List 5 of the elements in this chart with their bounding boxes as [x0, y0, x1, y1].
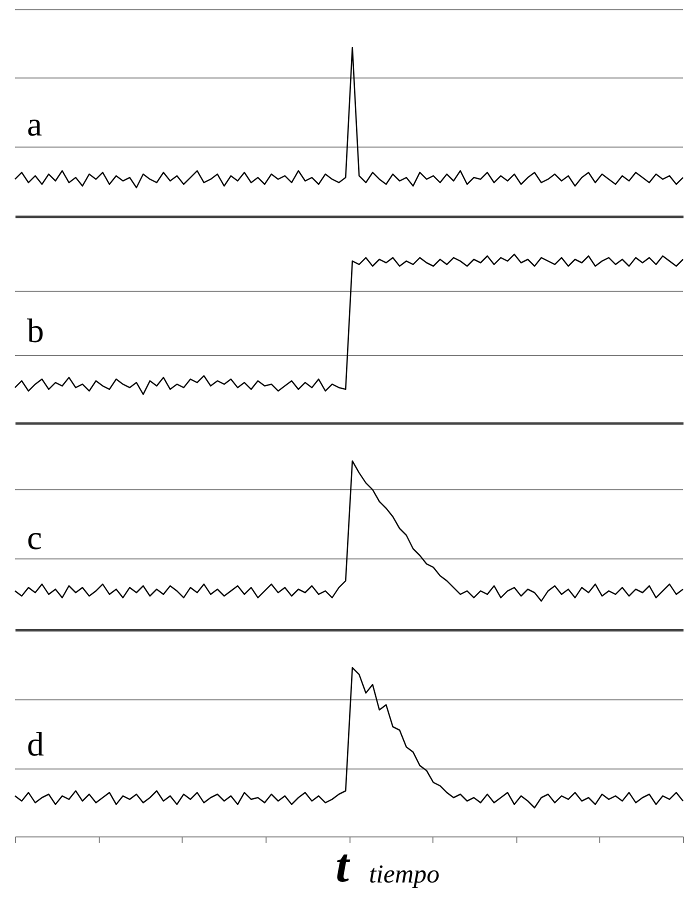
annotation: c [26, 520, 42, 557]
annotation: a [26, 106, 42, 144]
x-axis-title: t tiempo [336, 839, 440, 892]
annotation: d [26, 726, 44, 764]
annotation: b [26, 313, 44, 350]
